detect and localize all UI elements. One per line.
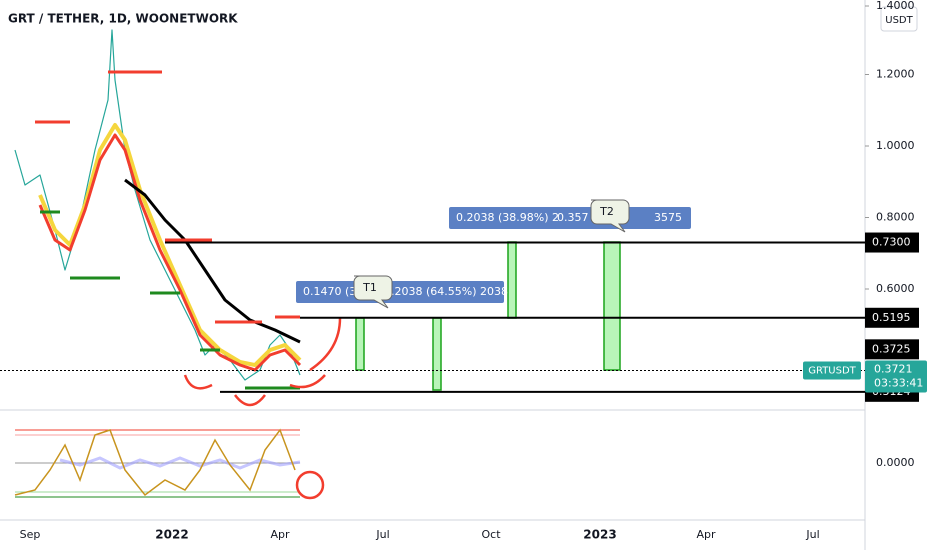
symbol-label: GRTUSDT <box>808 365 856 376</box>
price-tick-label: 1.0000 <box>876 139 915 152</box>
time-label: Oct <box>481 528 501 541</box>
measure-box <box>296 281 504 303</box>
moving-average-yellow <box>38 123 302 367</box>
price-tag <box>865 232 919 253</box>
price-tick-label: 0.8000 <box>876 211 915 224</box>
arcs <box>183 317 342 407</box>
price-tag <box>865 307 919 328</box>
time-label: Apr <box>270 528 290 541</box>
price-tag-label: 0.3725 <box>872 342 911 355</box>
price-drawing <box>14 29 342 407</box>
measure-label: 3575 <box>654 211 682 224</box>
price-tag <box>865 339 919 360</box>
price-tick-label: 1.4000 <box>876 0 915 12</box>
current-price-tag <box>865 360 927 393</box>
oscillator-tick-label: 0.0000 <box>876 456 915 469</box>
measure-box <box>449 207 691 229</box>
measure-label: 0.2038 (38.98%) 2 <box>456 211 559 224</box>
measure-label: 0.2038 (64.55%) 2038 <box>384 285 508 298</box>
bubble-label: T1 <box>362 281 377 294</box>
price-tick-label: 0.6000 <box>876 282 915 295</box>
time-label: Sep <box>20 528 41 541</box>
currency[interactable]: USDT <box>885 15 913 26</box>
price-tick-label: 1.2000 <box>876 68 915 81</box>
price-tag-label: 0.7300 <box>872 236 911 249</box>
moving-average-black <box>124 178 301 344</box>
time-label: Apr <box>696 528 716 541</box>
support-marks <box>40 210 300 390</box>
currency-button[interactable] <box>880 6 918 32</box>
measure-label: 0.357 <box>557 211 589 224</box>
bubble <box>353 275 393 309</box>
oscillator <box>14 428 325 500</box>
bubble-label: T2 <box>599 205 614 218</box>
time-label: Jul <box>375 528 389 541</box>
bubble <box>590 199 630 233</box>
current-price-label: 0.3721 <box>874 362 913 375</box>
moving-average-red <box>38 133 302 372</box>
chart-title: GRT / TETHER, 1D, WOONETWORK <box>8 12 238 26</box>
resistance-marks <box>35 70 300 324</box>
time-label: 2023 <box>583 528 616 542</box>
countdown: 03:33:41 <box>874 376 923 389</box>
symbol-tag <box>803 361 861 380</box>
time-label: 2022 <box>155 528 188 542</box>
measure-label: 0.1470 (3 <box>303 285 356 298</box>
time-label: Jul <box>805 528 819 541</box>
price-tag-label: 0.5195 <box>872 311 911 324</box>
